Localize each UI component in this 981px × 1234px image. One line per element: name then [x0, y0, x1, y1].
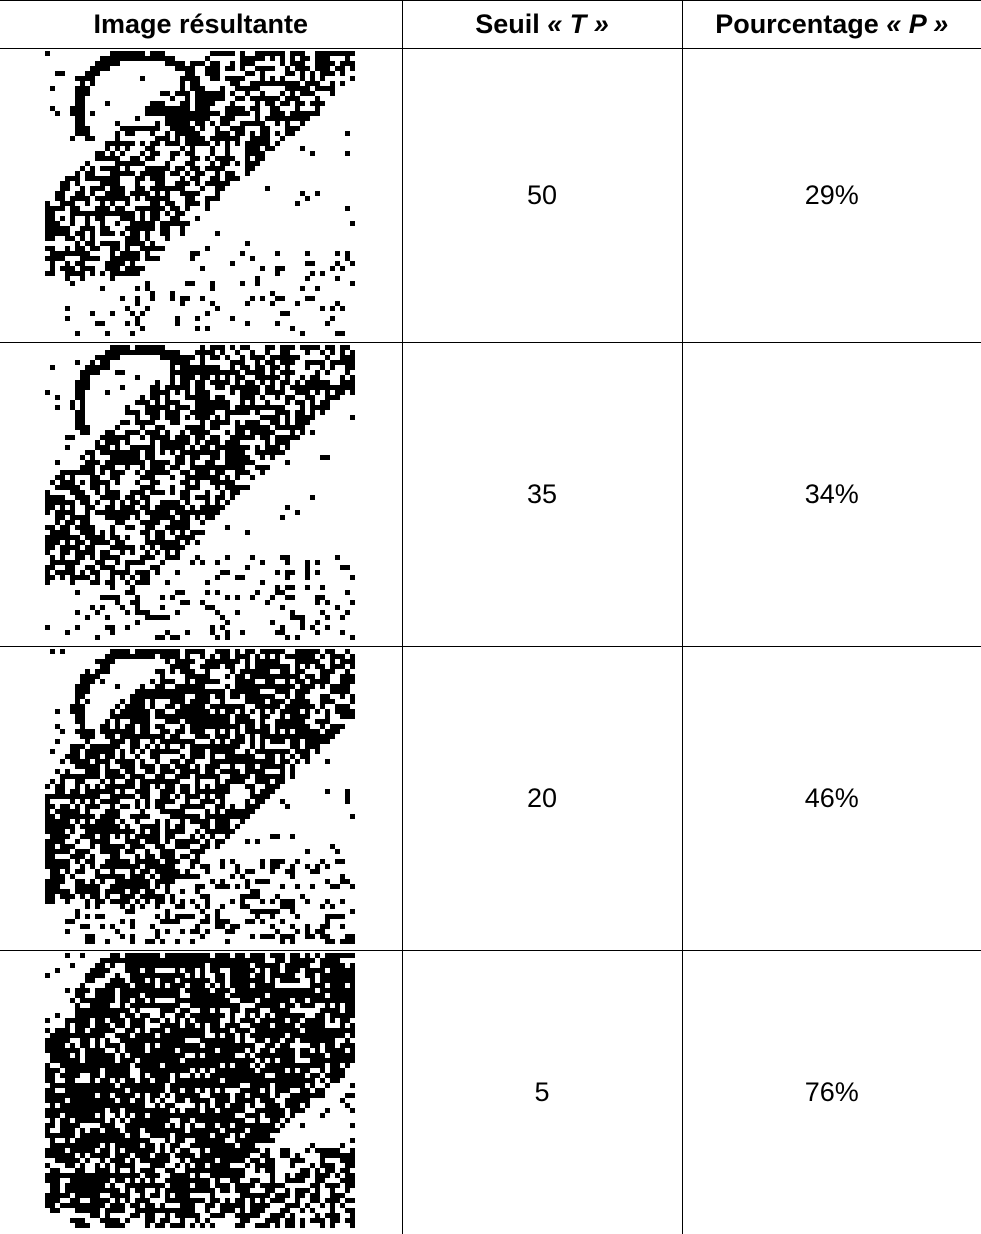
- header-cell: Image résultante: [0, 0, 403, 49]
- percentage-cell: 34%: [681, 342, 981, 647]
- threshold-cell: 35: [401, 342, 683, 647]
- image-pixels: [45, 649, 355, 944]
- percentage-cell: 76%: [681, 950, 981, 1234]
- header-cell: Seuil « T »: [401, 0, 683, 49]
- threshold-cell: 50: [401, 48, 683, 343]
- image-cell: [0, 342, 403, 647]
- image-pixels: [45, 345, 355, 640]
- image-pixels: [45, 51, 355, 336]
- threshold-cell: 20: [401, 646, 683, 951]
- header-text: Image résultante: [93, 9, 309, 39]
- threshold-cell: 5: [401, 950, 683, 1234]
- image-pixels: [45, 953, 355, 1228]
- thresholded-image: [45, 953, 355, 1228]
- image-cell: [0, 646, 403, 951]
- header-text: Seuil: [475, 9, 540, 39]
- header-row: Image résultante Seuil « T » Pourcentage…: [0, 0, 981, 49]
- header-symbol: « T »: [547, 9, 609, 39]
- percentage-cell: 46%: [681, 646, 981, 951]
- header-symbol: « P »: [886, 9, 949, 39]
- header-text: Pourcentage: [715, 9, 879, 39]
- thresholded-image: [45, 345, 355, 640]
- header-cell: Pourcentage « P »: [681, 0, 981, 49]
- image-cell: [0, 48, 403, 343]
- percentage-cell: 29%: [681, 48, 981, 343]
- table-body: 50 29% 35 34% 20 46% 5 76%: [0, 48, 981, 1234]
- thresholded-image: [45, 649, 355, 944]
- image-cell: [0, 950, 403, 1234]
- table-row: 35 34%: [0, 342, 981, 647]
- table-row: 20 46%: [0, 646, 981, 951]
- table-row: 50 29%: [0, 48, 981, 343]
- table-row: 5 76%: [0, 950, 981, 1234]
- thresholded-image: [45, 51, 355, 336]
